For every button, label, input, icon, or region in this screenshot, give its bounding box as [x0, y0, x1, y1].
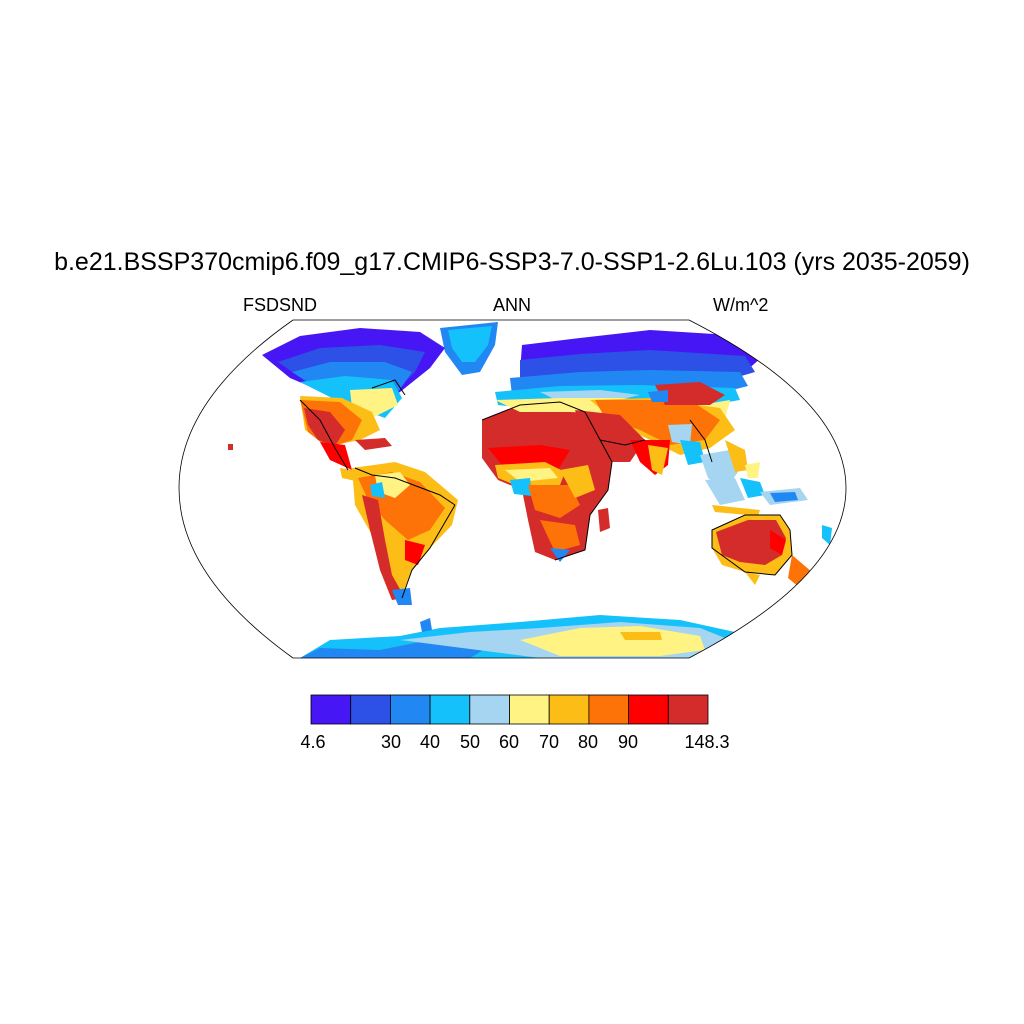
south-america-region: [352, 462, 458, 605]
africa-region: [482, 402, 612, 562]
antarctica-region: [300, 615, 760, 658]
caribbean-region: [228, 438, 392, 450]
map-boundary: [178, 319, 847, 659]
colorbar-swatch: [628, 694, 669, 725]
colorbar-tick-label: 60: [498, 732, 520, 752]
eurasia-region: [495, 330, 770, 490]
colorbar-tick-label: 148.3: [684, 732, 730, 752]
colorbar-swatch: [389, 694, 431, 725]
colorbar-tick-label: 30: [380, 732, 402, 752]
colorbar-swatch: [509, 694, 550, 725]
map-title: b.e21.BSSP370cmip6.f09_g17.CMIP6-SSP3-7.…: [54, 248, 970, 276]
maritime-continent-region: [705, 462, 832, 588]
season-label: ANN: [492, 295, 532, 315]
colorbar-swatch: [310, 694, 352, 725]
colorbar-tick-label: 4.6: [300, 732, 326, 752]
colorbar-tick-label: 70: [538, 732, 560, 752]
units-label: W/m^2: [713, 295, 769, 315]
colorbar-swatch: [548, 694, 590, 725]
variable-label: FSDSND: [243, 295, 318, 315]
australia-region: [712, 515, 792, 585]
colorbar-tick-label: 80: [577, 732, 599, 752]
greenland-region: [440, 322, 498, 375]
colorbar-swatch: [667, 694, 709, 725]
north-america-region: [262, 328, 445, 482]
colorbar-tick-label: 90: [617, 732, 639, 752]
colorbar-tick-label: 50: [459, 732, 481, 752]
colorbar-swatch: [350, 694, 391, 725]
colorbar-swatch: [588, 694, 630, 725]
map-field: [228, 322, 832, 658]
colorbar-swatch: [469, 694, 510, 725]
coastlines: [299, 379, 793, 599]
colorbar: [310, 694, 709, 725]
colorbar-swatch: [429, 694, 471, 725]
colorbar-tick-label: 40: [419, 732, 441, 752]
